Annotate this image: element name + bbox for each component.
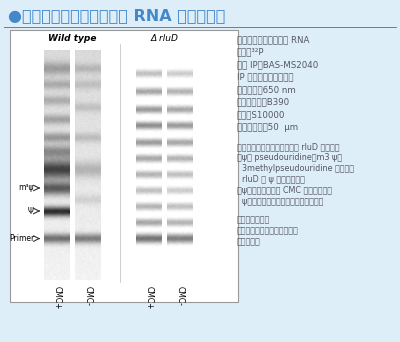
Text: 感度：S10000: 感度：S10000 — [237, 110, 285, 119]
Text: 3methylpseudouridine の略号。: 3methylpseudouridine の略号。 — [237, 164, 354, 173]
Text: CMC-: CMC- — [176, 286, 184, 306]
Text: m³ψ: m³ψ — [18, 184, 34, 193]
Text: 使用 IP：BAS-MS2040: 使用 IP：BAS-MS2040 — [237, 60, 318, 69]
Text: Ψ: Ψ — [28, 207, 34, 215]
Text: ・ψは pseudouridine、m3 ψは: ・ψは pseudouridine、m3 ψは — [237, 153, 342, 162]
Text: 鈴木勉教授: 鈴木勉教授 — [237, 237, 261, 246]
Text: Primer: Primer — [9, 234, 34, 243]
Text: CMC+: CMC+ — [144, 286, 154, 310]
Text: 東京大学大学院工学系研究科: 東京大学大学院工学系研究科 — [237, 226, 299, 235]
Text: 核種：³²P: 核種：³²P — [237, 48, 264, 56]
Text: 助起波長：650 nm: 助起波長：650 nm — [237, 85, 296, 94]
Text: rluD は ψ の合成酵素。: rluD は ψ の合成酵素。 — [237, 175, 305, 184]
Text: ●プライマー伸長法による RNA 修飾の検出: ●プライマー伸長法による RNA 修飾の検出 — [8, 9, 225, 24]
Text: データご提供：: データご提供： — [237, 215, 270, 224]
Text: サンプル：リボソーム RNA: サンプル：リボソーム RNA — [237, 35, 309, 44]
Text: CMC-: CMC- — [84, 286, 92, 306]
Bar — [10, 30, 238, 302]
Text: Wild type: Wild type — [48, 34, 97, 43]
Text: ψがプライマー伸長法で検出される。: ψがプライマー伸長法で検出される。 — [237, 197, 323, 206]
Text: Δ rluD: Δ rluD — [150, 34, 178, 43]
Text: CMC+: CMC+ — [52, 286, 62, 310]
Text: フィルター：B390: フィルター：B390 — [237, 97, 290, 106]
Text: IP への露光時間：一晩: IP への露光時間：一晩 — [237, 73, 294, 81]
Text: ・ψの修飾剤である CMC で処理すると: ・ψの修飾剤である CMC で処理すると — [237, 186, 332, 195]
Text: ・右は野生型の大腸菌、左は rluD 欠損株。: ・右は野生型の大腸菌、左は rluD 欠損株。 — [237, 142, 340, 151]
Text: 画素サイズ：50  μm: 画素サイズ：50 μm — [237, 122, 298, 132]
